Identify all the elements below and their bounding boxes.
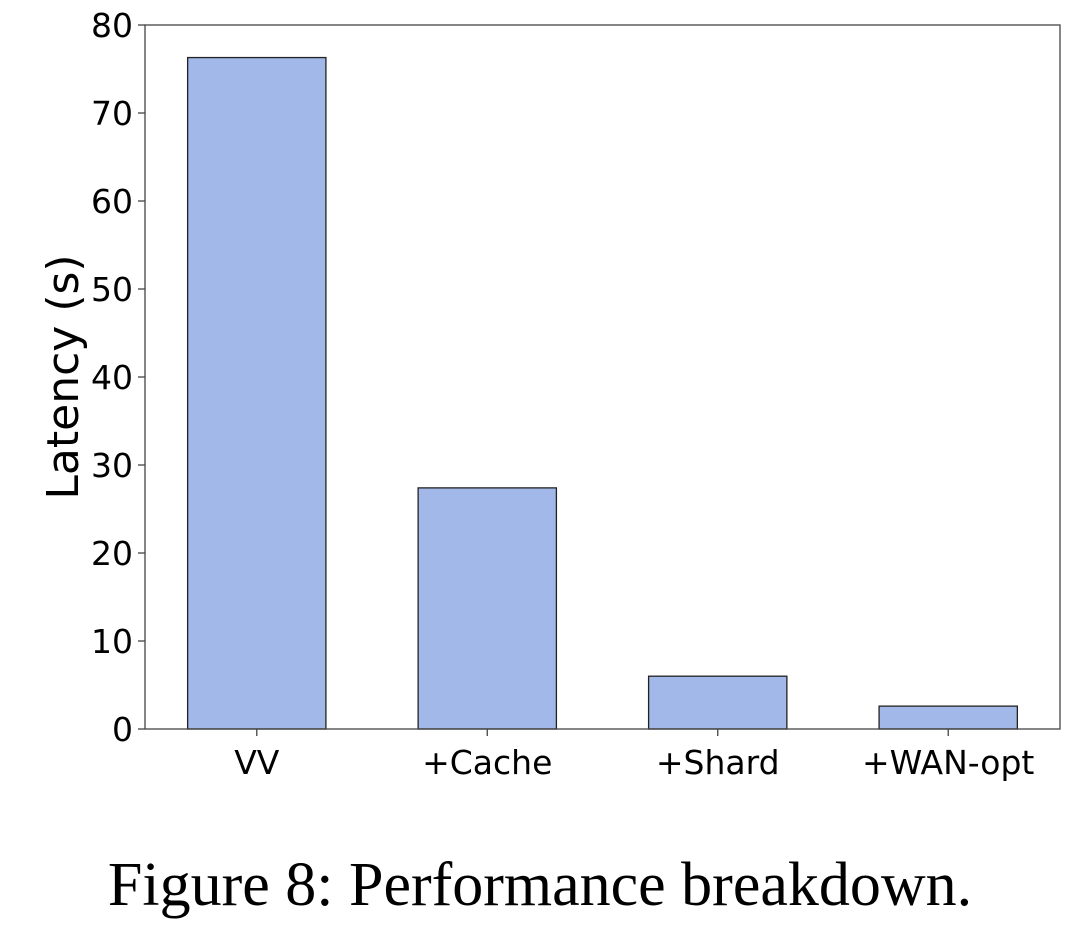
y-tick-label: 80 xyxy=(91,6,133,45)
y-tick-label: 50 xyxy=(91,270,133,309)
bar-chart: 0 10 20 30 40 50 60 70 80 VV +Cache +Shard +WAN-opt… xyxy=(38,6,1061,782)
y-tick-label: 30 xyxy=(91,446,133,485)
y-tick-label: 40 xyxy=(91,358,133,397)
figure-caption: Figure 8: Performance breakdown. xyxy=(107,851,973,919)
y-tick-label: 60 xyxy=(91,182,133,221)
x-tick-label: +WAN-opt xyxy=(862,743,1034,782)
bar-2 xyxy=(647,675,788,730)
x-tick-label: VV xyxy=(234,743,280,782)
x-tick-label: +Shard xyxy=(656,743,780,782)
y-axis-label: Latency (s) xyxy=(38,254,89,499)
bar-0 xyxy=(186,56,327,730)
y-tick-label: 10 xyxy=(91,622,133,661)
y-tick-label: 0 xyxy=(112,710,133,749)
x-tick-label: +Cache xyxy=(422,743,552,782)
bar-3 xyxy=(878,705,1019,730)
y-tick-label: 20 xyxy=(91,534,133,573)
y-tick-label: 70 xyxy=(91,94,133,133)
bar-1 xyxy=(417,487,558,730)
